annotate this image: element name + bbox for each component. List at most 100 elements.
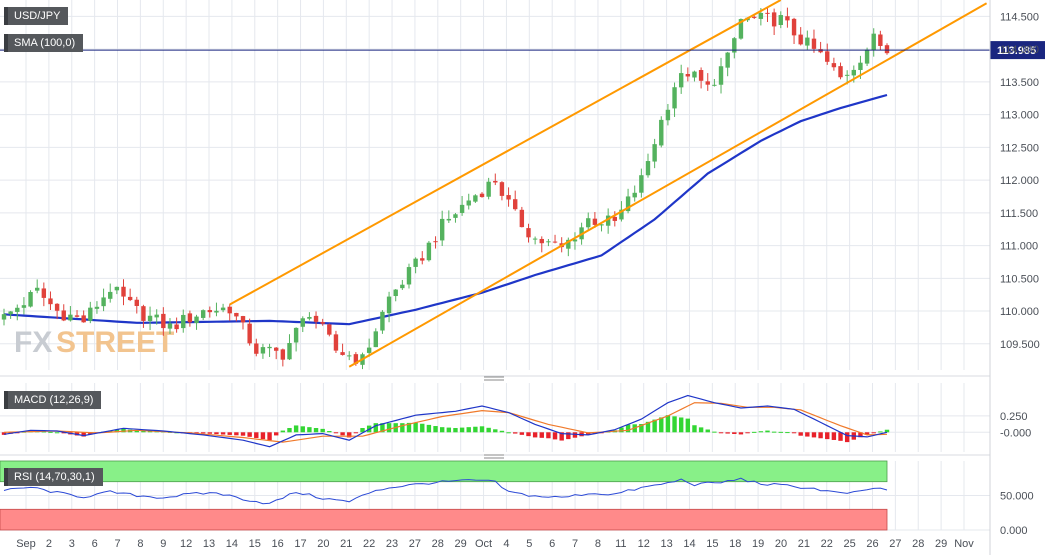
- macd-histogram-bar: [380, 423, 385, 433]
- macd-histogram-bar: [459, 427, 465, 433]
- macd-histogram-bar: [274, 432, 279, 436]
- candle-body: [147, 315, 153, 322]
- candle-body: [698, 70, 704, 81]
- rsi-path: [3, 477, 888, 505]
- panel-divider-1[interactable]: [0, 375, 990, 381]
- macd-histogram-bar: [798, 432, 803, 436]
- time-tick-label: 6: [549, 538, 555, 550]
- macd-histogram-bar: [718, 432, 724, 434]
- candle-body: [705, 81, 710, 85]
- macd-histogram-bar: [486, 427, 491, 433]
- time-tick-label: 22: [821, 538, 833, 550]
- sma-legend[interactable]: SMA (100,0): [4, 34, 84, 52]
- candle-body: [884, 45, 890, 54]
- macd-histogram-bar: [572, 432, 578, 438]
- candle-body: [712, 84, 717, 86]
- macd-histogram-bar: [333, 432, 339, 434]
- macd-histogram-bar: [121, 428, 126, 433]
- candle-body: [519, 209, 525, 228]
- macd-histogram-bar: [280, 430, 286, 433]
- macd-histogram-bar: [513, 432, 518, 434]
- price-tick-label: 110.500: [1000, 273, 1039, 285]
- candle-body: [68, 314, 73, 321]
- candle-body: [572, 239, 578, 242]
- macd-histogram-bar: [88, 432, 93, 435]
- macd-tick-label: 0.250: [1000, 411, 1028, 423]
- macd-histogram-bar: [778, 431, 783, 433]
- candle-body: [825, 51, 830, 62]
- time-tick-label: Sep: [16, 538, 36, 550]
- candle-body: [771, 12, 777, 27]
- macd-histogram-bar: [818, 432, 823, 439]
- watermark-fx: FX: [14, 326, 52, 359]
- candle-body: [818, 49, 823, 53]
- trend-channel: [229, 0, 988, 368]
- candle-body: [778, 15, 783, 26]
- macd-histogram-bar: [884, 429, 890, 433]
- time-tick-label: 20: [775, 538, 787, 550]
- candle-body: [685, 73, 691, 77]
- candle-body: [347, 355, 352, 357]
- macd-lines: [3, 394, 888, 448]
- candle-body: [234, 312, 239, 317]
- watermark-street: STREET: [56, 326, 174, 359]
- candle-body: [678, 73, 684, 88]
- macd-histogram-bar: [831, 432, 837, 440]
- candle-body: [313, 315, 319, 322]
- macd-histogram-bar: [439, 427, 445, 433]
- candle-body: [54, 303, 60, 311]
- candle-body: [254, 343, 259, 354]
- candle-body: [134, 299, 139, 306]
- macd-histogram-bar: [48, 431, 53, 433]
- candle-body: [207, 310, 213, 313]
- candle-body: [214, 310, 219, 313]
- candle-body: [141, 306, 146, 321]
- sma-100-path: [3, 93, 888, 326]
- macd-histogram-bar: [320, 428, 325, 433]
- time-tick-label: 27: [409, 538, 421, 550]
- candle-body: [94, 306, 100, 309]
- candle-body: [566, 239, 571, 249]
- time-tick-label: 28: [912, 538, 924, 550]
- panel-divider-2[interactable]: [0, 454, 990, 459]
- candle-body: [838, 66, 843, 78]
- price-tick-label: 112.500: [1000, 142, 1039, 154]
- candle-body: [114, 286, 120, 291]
- candle-body: [386, 296, 392, 314]
- candle-body: [433, 241, 438, 243]
- candle-body: [373, 331, 378, 348]
- candle-body: [406, 267, 412, 285]
- time-tick-label: 29: [935, 538, 947, 550]
- time-tick-label: 11: [615, 538, 626, 550]
- candle-body: [539, 238, 544, 244]
- macd-histogram-bar: [878, 431, 883, 433]
- macd-histogram-bar: [745, 432, 750, 434]
- macd-histogram-bar: [672, 416, 677, 433]
- macd-axis: 0.250 -0.000: [1000, 411, 1031, 439]
- macd-histogram-bar: [293, 425, 299, 433]
- time-tick-label: 21: [798, 538, 810, 550]
- macd-histogram-bar: [446, 427, 452, 433]
- candle-body: [154, 314, 159, 318]
- candle-body: [287, 343, 292, 360]
- rsi-oversold-zone: [0, 508, 888, 531]
- time-tick-label: 7: [572, 538, 578, 550]
- candle-body: [871, 33, 876, 51]
- macd-histogram-bar: [313, 428, 319, 433]
- candle-body: [300, 318, 305, 327]
- time-tick-label: 6: [92, 538, 98, 550]
- symbol-label[interactable]: USD/JPY: [4, 7, 69, 25]
- macd-histogram-bar: [108, 430, 113, 433]
- candle-body: [625, 196, 631, 212]
- candle-body: [167, 323, 173, 329]
- macd-legend[interactable]: MACD (12,26,9): [4, 391, 102, 409]
- candle-body: [652, 144, 657, 162]
- sma-100-line: [3, 93, 888, 326]
- macd-histogram-bar: [267, 432, 272, 441]
- time-tick-label: 14: [683, 538, 695, 550]
- rsi-legend[interactable]: RSI (14,70,30,1): [4, 468, 103, 486]
- candle-body: [74, 315, 80, 317]
- candle-body: [605, 215, 611, 226]
- macd-histogram-bar: [260, 432, 266, 440]
